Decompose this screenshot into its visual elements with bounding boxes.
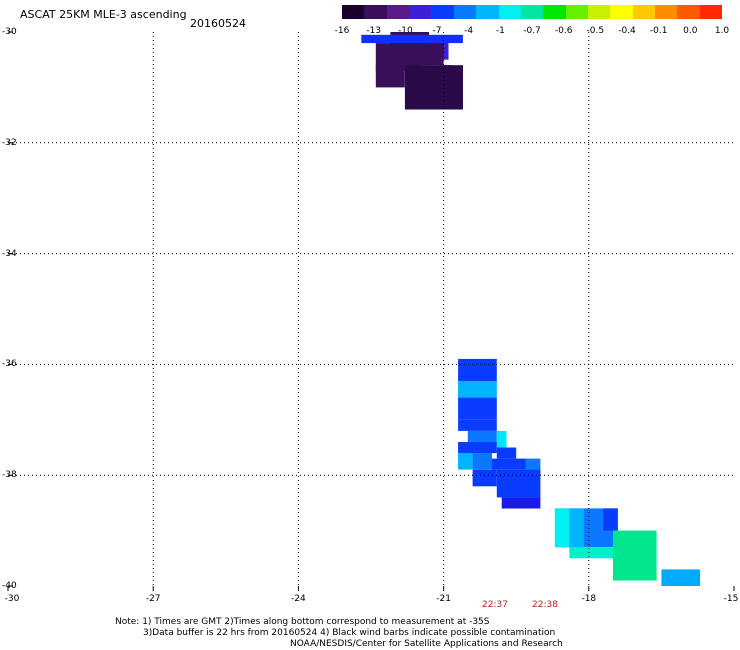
longitude-label: -15: [723, 594, 739, 604]
longitude-label: -18: [581, 594, 597, 604]
colorbar-segment: [342, 5, 365, 19]
colorbar-label: -7: [432, 26, 442, 36]
colorbar-label: -0.6: [554, 26, 573, 36]
colorbar-segment: [386, 5, 410, 19]
longitude-label: -30: [4, 594, 20, 604]
wind-cell: [467, 430, 497, 442]
wind-cell: [443, 65, 463, 110]
wind-cell: [472, 453, 492, 470]
lat-lon-grid: [7, 31, 735, 591]
wind-cell: [501, 497, 541, 509]
latitude-label: -38: [2, 470, 17, 481]
colorbar-segment: [409, 5, 432, 19]
longitude-label: -21: [436, 594, 451, 604]
colorbar-segment: [543, 5, 566, 19]
wind-cells: [361, 32, 701, 586]
wind-cell: [458, 358, 497, 382]
colorbar-label: -13: [366, 26, 382, 36]
wind-cell: [554, 508, 570, 548]
colorbar-label: -0.1: [649, 26, 668, 36]
colorbar-labels: -16 -13 -10 -7 -4 -1 -0.7 -0.6 -0.5 -0.4 -0.1 0.0 1.…: [330, 26, 734, 38]
latitude-label: -36: [2, 359, 17, 370]
wind-cell: [613, 530, 657, 581]
colorbar-segment: [453, 5, 477, 19]
wind-cell: [496, 469, 541, 498]
colorbar-segment: [610, 5, 633, 19]
latitude-label: -32: [2, 137, 17, 148]
colorbar-segment: [431, 5, 454, 19]
latitude-label: -40: [2, 581, 17, 591]
wind-cell: [458, 453, 473, 470]
colorbar: [342, 5, 723, 19]
colorbar-segment: [520, 5, 544, 19]
longitude-label: -27: [145, 594, 161, 604]
colorbar-label: -16: [334, 26, 350, 36]
colorbar-label: -0.7: [523, 26, 541, 36]
note-line-3: NOAA/NESDIS/Center for Satellite Applica…: [290, 639, 563, 649]
wind-cell: [375, 65, 405, 88]
wind-cell: [492, 458, 526, 470]
note-line-2: 3)Data buffer is 22 hrs from 20160524 4)…: [143, 628, 556, 638]
colorbar-label: -1: [495, 26, 505, 36]
map-title: ASCAT 25KM MLE-3 ascending: [20, 8, 187, 21]
colorbar-segment: [587, 5, 611, 19]
colorbar-segment: [699, 5, 723, 19]
colorbar-segment: [565, 5, 588, 19]
colorbar-label: -0.4: [618, 26, 636, 36]
colorbar-segment: [364, 5, 387, 19]
wind-cell: [569, 547, 618, 559]
wind-cell: [496, 447, 517, 459]
wind-cell: [458, 419, 497, 431]
colorbar-label: 0.0: [683, 26, 698, 36]
colorbar-label: -4: [464, 26, 474, 36]
colorbar-segment: [498, 5, 521, 19]
note-line-1: Note: 1) Times are GMT 2)Times along bot…: [115, 617, 490, 627]
colorbar-label: 1.0: [714, 26, 730, 36]
wind-cell: [603, 508, 618, 531]
map-date: 20160524: [190, 17, 246, 30]
wind-cell: [569, 508, 584, 553]
colorbar-label: -0.5: [586, 26, 605, 36]
wind-cell: [458, 381, 497, 398]
colorbar-segment: [476, 5, 499, 19]
wind-cell: [472, 469, 497, 487]
colorbar-label: -10: [397, 26, 413, 36]
longitude-label: -24: [291, 594, 306, 604]
colorbar-segment: [677, 5, 700, 19]
latitude-label: -30: [2, 27, 17, 37]
colorbar-segment: [655, 5, 678, 19]
colorbar-segment: [632, 5, 656, 19]
pass-time-label: 22:38: [532, 600, 558, 610]
wind-cell: [361, 34, 463, 44]
wind-cell: [496, 430, 507, 448]
wind-cell: [661, 569, 701, 586]
wind-cell: [458, 397, 497, 420]
wind-cell: [458, 442, 497, 454]
pass-time-label: 22:37: [482, 600, 508, 610]
wind-cell: [419, 43, 444, 66]
latitude-label: -34: [2, 248, 17, 259]
